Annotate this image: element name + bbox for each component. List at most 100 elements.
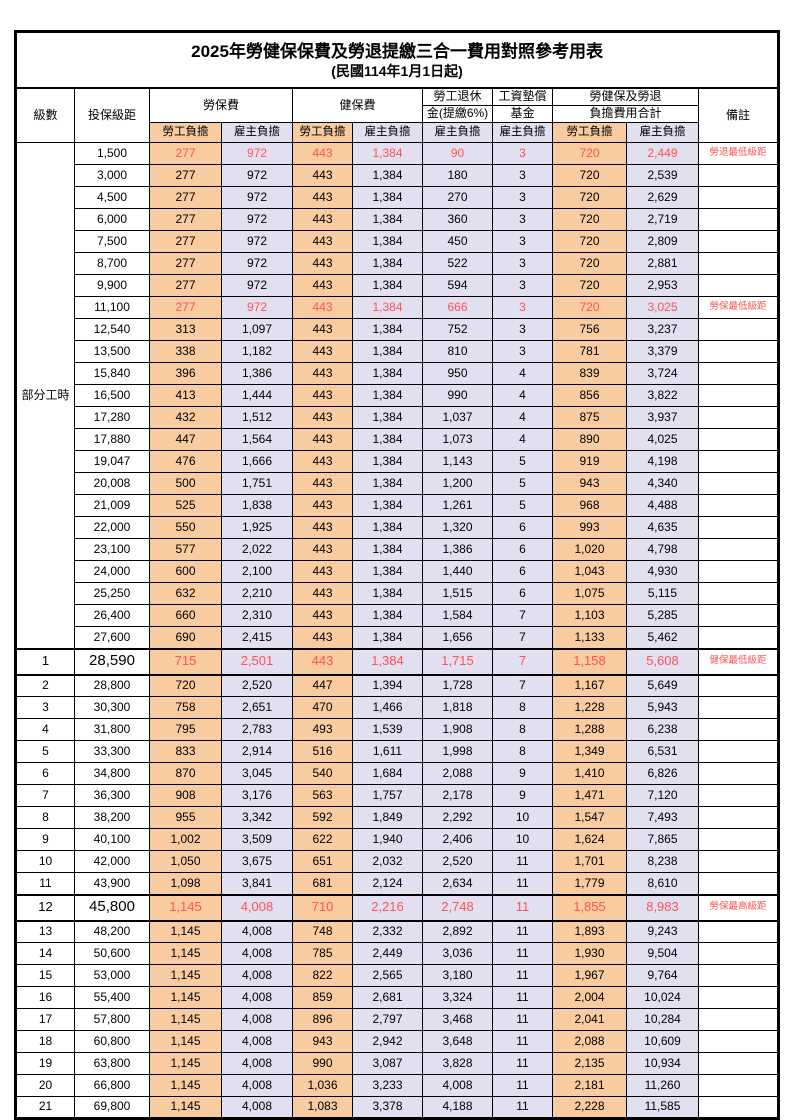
cell-labor-employee: 432 <box>149 406 222 429</box>
cell-total-employer: 3,822 <box>626 384 699 407</box>
cell-note <box>697 872 780 895</box>
cell-note <box>697 186 780 209</box>
cell-labor-employee: 277 <box>149 252 222 275</box>
cell-pension-employer: 1,320 <box>422 516 493 539</box>
table-row: 3,000 277 972 443 1,384 180 3 720 2,539 <box>16 164 780 187</box>
cell-labor-employer: 2,310 <box>221 604 293 627</box>
table-row: 19,047 476 1,666 443 1,384 1,143 5 919 4,198 <box>16 450 780 473</box>
cell-note <box>697 230 780 253</box>
cell-pension-employer: 1,440 <box>422 560 493 583</box>
cell-pension-employer: 1,728 <box>422 674 493 697</box>
cell-health-employer: 1,757 <box>352 784 423 807</box>
cell-pension-employer: 1,908 <box>422 718 493 741</box>
cell-health-employee: 443 <box>292 362 353 385</box>
cell-labor-employee: 955 <box>149 806 222 829</box>
cell-health-employee: 443 <box>292 186 353 209</box>
cell-total-employee: 1,167 <box>552 674 627 697</box>
cell-health-employer: 1,384 <box>352 384 423 407</box>
cell-total-employer: 9,504 <box>626 942 699 965</box>
cell-labor-employee: 1,098 <box>149 872 222 895</box>
cell-total-employer: 10,609 <box>626 1030 699 1053</box>
cell-insured-bracket: 63,800 <box>74 1052 150 1075</box>
cell-health-employee: 681 <box>292 872 353 895</box>
table-row: 16,500 413 1,444 443 1,384 990 4 856 3,822 <box>16 384 780 407</box>
cell-note <box>697 964 780 987</box>
cell-health-employer: 1,384 <box>352 186 423 209</box>
cell-total-employer: 5,608 <box>626 647 699 676</box>
cell-level: 18 <box>15 1030 75 1053</box>
table-row: 12 45,800 1,145 4,008 710 2,216 2,748 11 1,855 8,… <box>15 893 780 922</box>
cell-insured-bracket: 11,100 <box>74 296 150 319</box>
cell-total-employee: 720 <box>552 230 627 253</box>
cell-insured-bracket: 60,800 <box>74 1030 150 1053</box>
cell-insured-bracket: 26,400 <box>74 604 150 627</box>
table-row: 2 28,800 720 2,520 447 1,394 1,728 7 1,167 5,649 <box>15 674 780 697</box>
cell-health-employer: 3,378 <box>352 1096 423 1119</box>
cell-total-employee: 2,004 <box>552 986 627 1009</box>
cell-health-employee: 443 <box>292 538 353 561</box>
cell-total-employee: 2,228 <box>552 1096 627 1119</box>
cell-total-employee: 1,779 <box>552 872 627 895</box>
cell-labor-employer: 3,841 <box>221 872 293 895</box>
cell-health-employer: 1,394 <box>352 674 423 697</box>
cell-total-employer: 5,115 <box>626 582 699 605</box>
cell-health-employee: 443 <box>292 252 353 275</box>
cell-labor-employer: 4,008 <box>221 986 293 1009</box>
cell-health-employee: 443 <box>292 516 353 539</box>
cell-note <box>697 274 780 297</box>
table-row: 17,880 447 1,564 443 1,384 1,073 4 890 4,025 <box>16 428 780 451</box>
cell-insured-bracket: 31,800 <box>74 718 150 741</box>
cell-total-employer: 3,025 <box>626 296 699 319</box>
cell-insured-bracket: 19,047 <box>74 450 150 473</box>
cell-total-employer: 2,881 <box>626 252 699 275</box>
cell-total-employer: 8,238 <box>626 850 699 873</box>
cell-wage-fund-employer: 3 <box>492 340 553 363</box>
cell-wage-fund-employer: 8 <box>492 696 553 719</box>
cell-insured-bracket: 3,000 <box>74 164 150 187</box>
cell-note <box>697 516 780 539</box>
cell-pension-employer: 950 <box>422 362 493 385</box>
cell-labor-employee: 277 <box>149 186 222 209</box>
cell-note <box>697 696 780 719</box>
cell-insured-bracket: 17,280 <box>74 406 150 429</box>
cell-level: 5 <box>15 740 75 763</box>
cell-health-employee: 443 <box>292 318 353 341</box>
cell-pension-employer: 1,515 <box>422 582 493 605</box>
cell-wage-fund-employer: 6 <box>492 582 553 605</box>
table-row: 6 34,800 870 3,045 540 1,684 2,088 9 1,410 6,826 <box>15 762 780 785</box>
cell-insured-bracket: 53,000 <box>74 964 150 987</box>
cell-note <box>697 428 780 451</box>
cell-total-employee: 1,103 <box>552 604 627 627</box>
cell-labor-employee: 1,050 <box>149 850 222 873</box>
table-row: 17 57,800 1,145 4,008 896 2,797 3,468 11 2,041 10… <box>15 1008 780 1031</box>
cell-insured-bracket: 36,300 <box>74 784 150 807</box>
cell-level: 21 <box>15 1096 75 1119</box>
cell-note <box>697 538 780 561</box>
cell-health-employee: 748 <box>292 920 353 943</box>
cell-total-employee: 720 <box>552 164 627 187</box>
cell-insured-bracket: 8,700 <box>74 252 150 275</box>
cell-pension-employer: 522 <box>422 252 493 275</box>
cell-note <box>697 560 780 583</box>
cell-pension-employer: 2,748 <box>422 893 493 922</box>
cell-health-employee: 443 <box>292 274 353 297</box>
header-labor-employer: 雇主負擔 <box>221 122 293 143</box>
cell-labor-employee: 338 <box>149 340 222 363</box>
cell-health-employer: 1,384 <box>352 494 423 517</box>
cell-pension-employer: 3,648 <box>422 1030 493 1053</box>
table-row: 26,400 660 2,310 443 1,384 1,584 7 1,103 5,285 <box>16 604 780 627</box>
cell-labor-employee: 833 <box>149 740 222 763</box>
cell-labor-employee: 1,145 <box>149 942 222 965</box>
cell-labor-employer: 2,783 <box>221 718 293 741</box>
cell-total-employer: 10,024 <box>626 986 699 1009</box>
cell-total-employer: 3,237 <box>626 318 699 341</box>
cell-wage-fund-employer: 11 <box>492 1096 553 1119</box>
cell-wage-fund-employer: 11 <box>492 893 553 922</box>
cell-wage-fund-employer: 11 <box>492 964 553 987</box>
cell-total-employer: 7,865 <box>626 828 699 851</box>
cell-labor-employer: 1,097 <box>221 318 293 341</box>
cell-insured-bracket: 21,009 <box>74 494 150 517</box>
cell-total-employee: 1,288 <box>552 718 627 741</box>
cell-labor-employee: 758 <box>149 696 222 719</box>
cell-total-employee: 1,410 <box>552 762 627 785</box>
